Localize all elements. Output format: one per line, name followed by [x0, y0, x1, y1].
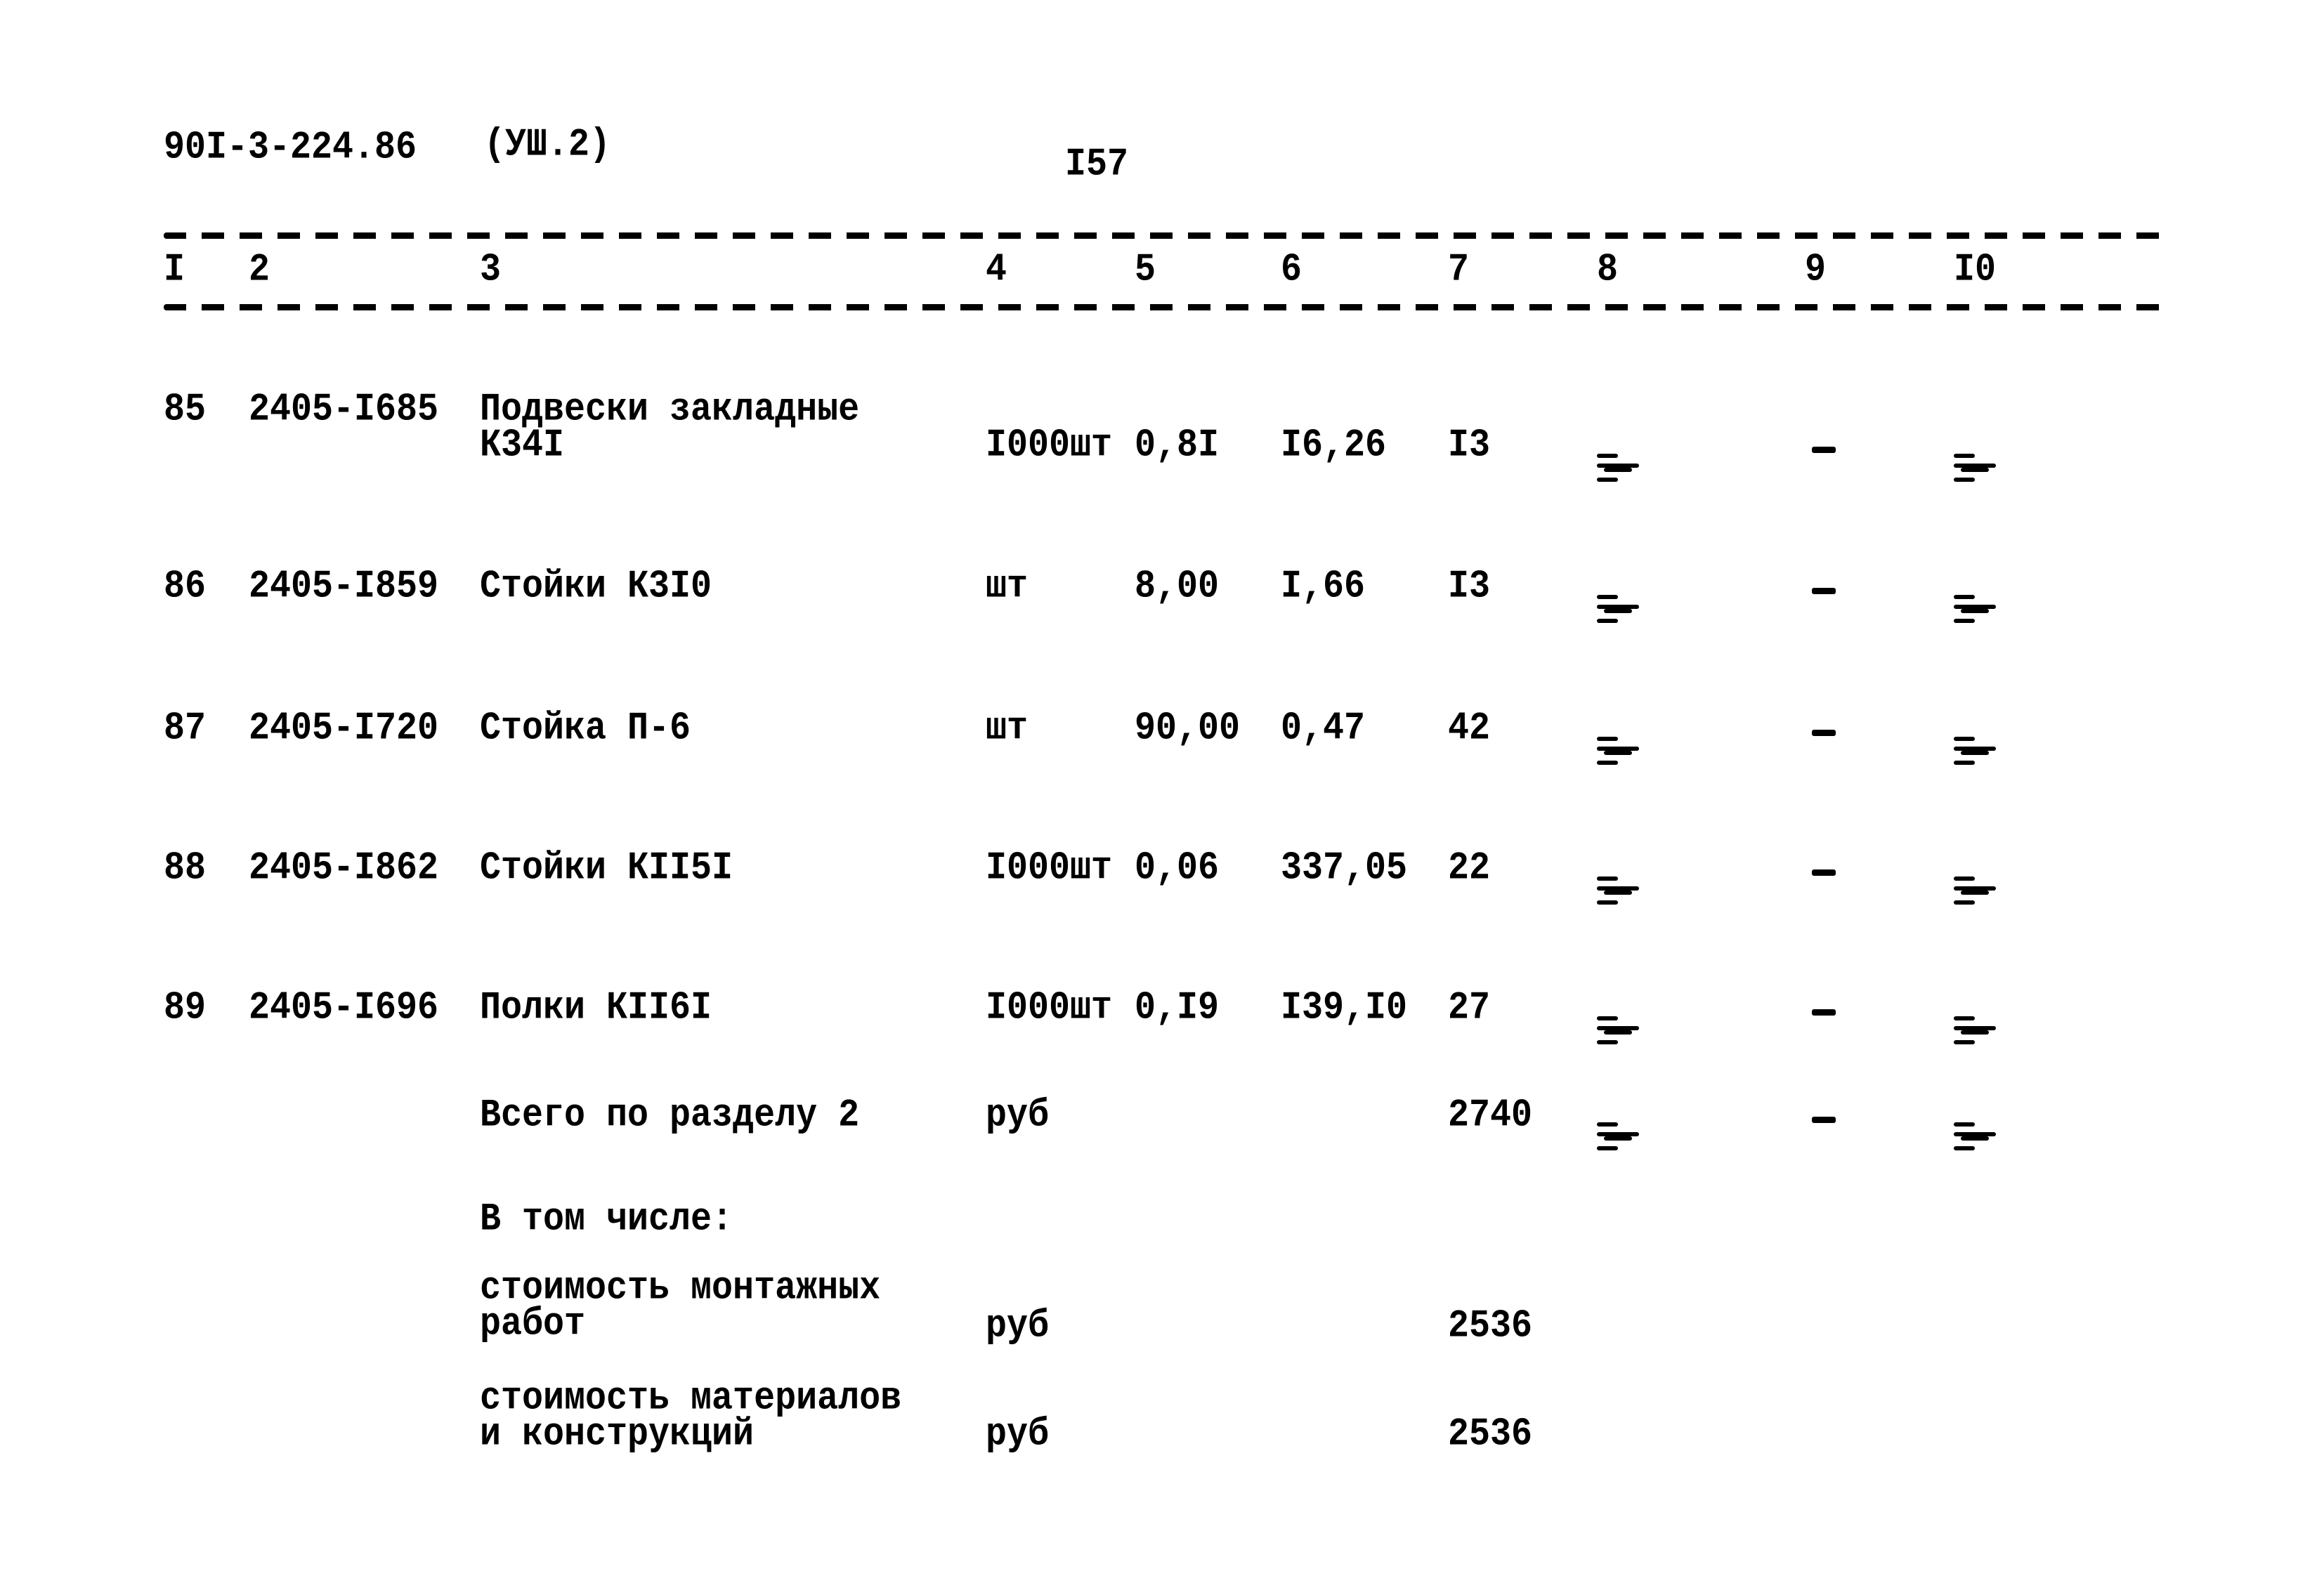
unit-price: 0,47 [1281, 706, 1366, 751]
unit: шт [986, 564, 1029, 610]
unit-price: I,66 [1281, 564, 1366, 610]
column-header-9: 9 [1805, 247, 1827, 293]
col8-empty-mark [1597, 1016, 1639, 1044]
item-name: К34I [480, 423, 565, 468]
col10-empty-mark [1954, 595, 1996, 623]
column-header-6: 6 [1281, 247, 1303, 293]
materials-cost-value: 2536 [1448, 1412, 1533, 1457]
item-name: Подвески закладные [480, 387, 860, 433]
install-cost-unit: руб [986, 1304, 1050, 1349]
materials-cost-label: и конструкций [480, 1412, 755, 1457]
row-number: 85 [164, 387, 207, 433]
col9-empty-mark [1812, 441, 1854, 469]
unit: I000шт [986, 423, 1113, 468]
section-total-label: Всего по разделу 2 [480, 1093, 860, 1138]
header-top-rule [164, 232, 2173, 239]
materials-cost-label: стоимость материалов [480, 1376, 902, 1421]
header-bottom-rule [164, 304, 2173, 310]
col10-empty-mark [1954, 454, 1996, 482]
col9-empty-mark [1812, 1111, 1854, 1139]
install-cost-label: стоимость монтажных [480, 1266, 881, 1311]
section-number: (УШ.2) [484, 122, 611, 168]
col10-empty-mark [1954, 1016, 1996, 1044]
column-header-2: 2 [249, 247, 270, 293]
col9-empty-mark [1812, 1004, 1854, 1032]
quantity: 0,06 [1135, 846, 1220, 891]
page-number: I57 [1065, 142, 1129, 188]
section-total-unit: руб [986, 1093, 1050, 1138]
item-code: 2405-I859 [249, 564, 439, 610]
install-cost-label: работ [480, 1301, 586, 1347]
item-code: 2405-I862 [249, 846, 439, 891]
total-cost: 42 [1448, 706, 1491, 751]
total-cost: I3 [1448, 564, 1491, 610]
item-name: Стойки К3I0 [480, 564, 712, 610]
quantity: 90,00 [1135, 706, 1241, 751]
column-header-5: 5 [1135, 247, 1156, 293]
item-code: 2405-I696 [249, 985, 439, 1031]
total-cost: 27 [1448, 985, 1491, 1031]
col10-empty-mark [1954, 876, 1996, 905]
quantity: 0,I9 [1135, 985, 1220, 1031]
unit: I000шт [986, 846, 1113, 891]
including-label: В том числе: [480, 1197, 733, 1242]
row-number: 86 [164, 564, 207, 610]
col9-empty-mark [1812, 582, 1854, 610]
quantity: 0,8I [1135, 423, 1220, 468]
item-code: 2405-I720 [249, 706, 439, 751]
row-number: 87 [164, 706, 207, 751]
col8-empty-mark [1597, 454, 1639, 482]
unit-price: 337,05 [1281, 846, 1408, 891]
document-code: 90I-3-224.86 [164, 125, 417, 171]
col8-empty-mark [1597, 737, 1639, 765]
col10-empty-mark [1954, 1122, 1996, 1150]
item-code: 2405-I685 [249, 387, 439, 433]
col8-empty-mark [1597, 595, 1639, 623]
section-total-value: 2740 [1448, 1093, 1533, 1138]
column-header-1: I [164, 247, 185, 293]
install-cost-value: 2536 [1448, 1304, 1533, 1349]
column-header-8: 8 [1597, 247, 1619, 293]
row-number: 88 [164, 846, 207, 891]
row-number: 89 [164, 985, 207, 1031]
unit-price: I6,26 [1281, 423, 1387, 468]
column-header-3: 3 [480, 247, 502, 293]
item-name: Стойка П-6 [480, 706, 691, 751]
column-header-10: I0 [1954, 247, 1997, 293]
materials-cost-unit: руб [986, 1412, 1050, 1457]
col8-empty-mark [1597, 1122, 1639, 1150]
col8-empty-mark [1597, 876, 1639, 905]
item-name: Стойки КII5I [480, 846, 733, 891]
column-header-4: 4 [986, 247, 1007, 293]
col9-empty-mark [1812, 864, 1854, 892]
col9-empty-mark [1812, 724, 1854, 752]
item-name: Полки КII6I [480, 985, 712, 1031]
unit-price: I39,I0 [1281, 985, 1408, 1031]
col10-empty-mark [1954, 737, 1996, 765]
unit: I000шт [986, 985, 1113, 1031]
total-cost: I3 [1448, 423, 1491, 468]
total-cost: 22 [1448, 846, 1491, 891]
quantity: 8,00 [1135, 564, 1220, 610]
column-header-7: 7 [1448, 247, 1470, 293]
unit: шт [986, 706, 1029, 751]
